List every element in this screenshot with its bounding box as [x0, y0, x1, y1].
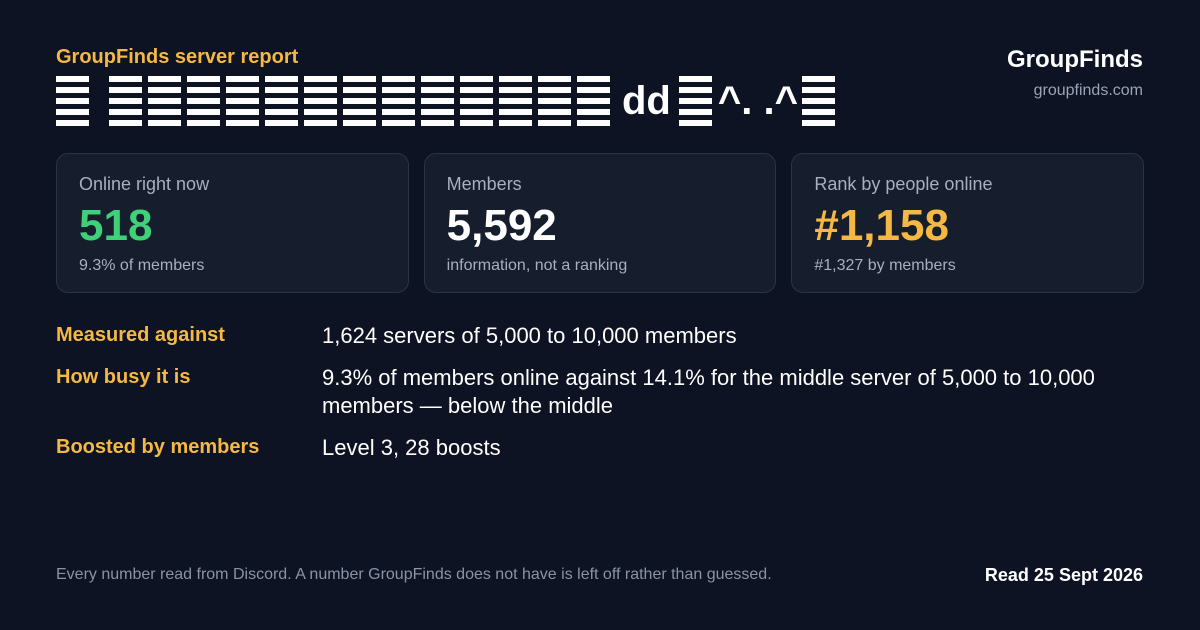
unrenderable-glyph	[577, 76, 610, 126]
server-name-text: ^. .^	[717, 78, 798, 123]
unrenderable-glyph	[499, 76, 532, 126]
unrenderable-glyph	[678, 76, 712, 126]
unrenderable-glyph	[421, 76, 454, 126]
detail-row: How busy it is 9.3% of members online ag…	[56, 364, 1144, 420]
card-label: Online right now	[79, 174, 210, 194]
online-card: Online right now 518 9.3% of members	[56, 153, 409, 293]
detail-key: How busy it is	[56, 366, 191, 388]
detail-row: Boosted by members Level 3, 28 boosts	[56, 434, 1144, 462]
brand-name: GroupFinds	[1007, 46, 1143, 73]
details-list: Measured against 1,624 servers of 5,000 …	[56, 322, 1144, 476]
brand-url: groupfinds.com	[1033, 82, 1143, 99]
card-value: #1,158	[814, 201, 949, 250]
unrenderable-glyph	[109, 76, 142, 126]
brand: GroupFinds groupfinds.com	[1007, 46, 1143, 100]
card-value: 518	[79, 201, 153, 250]
detail-value: Level 3, 28 boosts	[322, 435, 501, 460]
card-label: Members	[446, 174, 522, 194]
unrenderable-glyph	[56, 76, 89, 126]
footer-note: Every number read from Discord. A number…	[56, 566, 772, 583]
stat-cards: Online right now 518 9.3% of members Mem…	[56, 153, 1145, 293]
unrenderable-glyph	[538, 76, 571, 126]
unrenderable-glyph	[265, 76, 298, 126]
card-sub: 9.3% of members	[79, 257, 205, 275]
detail-row: Measured against 1,624 servers of 5,000 …	[56, 322, 1144, 350]
unrenderable-glyph	[148, 76, 181, 126]
server-name-text: dd	[622, 78, 671, 123]
unrenderable-glyph	[187, 76, 220, 126]
server-name: dd ^. .^	[56, 74, 841, 128]
unrenderable-glyph	[343, 76, 376, 126]
members-card: Members 5,592 information, not a ranking	[423, 153, 777, 293]
report-label: GroupFinds server report	[56, 46, 299, 68]
unrenderable-glyph	[460, 76, 493, 126]
footer-date: Read 25 Sept 2026	[984, 565, 1143, 585]
card-sub: #1,327 by members	[814, 257, 956, 275]
rank-card: Rank by people online #1,158 #1,327 by m…	[791, 153, 1145, 293]
unrenderable-glyph	[382, 76, 415, 126]
card-sub: information, not a ranking	[446, 257, 628, 275]
unrenderable-glyph	[226, 76, 259, 126]
detail-key: Boosted by members	[56, 436, 260, 458]
detail-value: 9.3% of members online against 14.1% for…	[322, 365, 1095, 418]
card-label: Rank by people online	[814, 174, 993, 194]
unrenderable-glyph	[304, 76, 337, 126]
card-value: 5,592	[446, 201, 557, 250]
detail-key: Measured against	[56, 324, 225, 346]
unrenderable-glyph	[801, 76, 835, 126]
detail-value: 1,624 servers of 5,000 to 10,000 members	[322, 323, 737, 348]
